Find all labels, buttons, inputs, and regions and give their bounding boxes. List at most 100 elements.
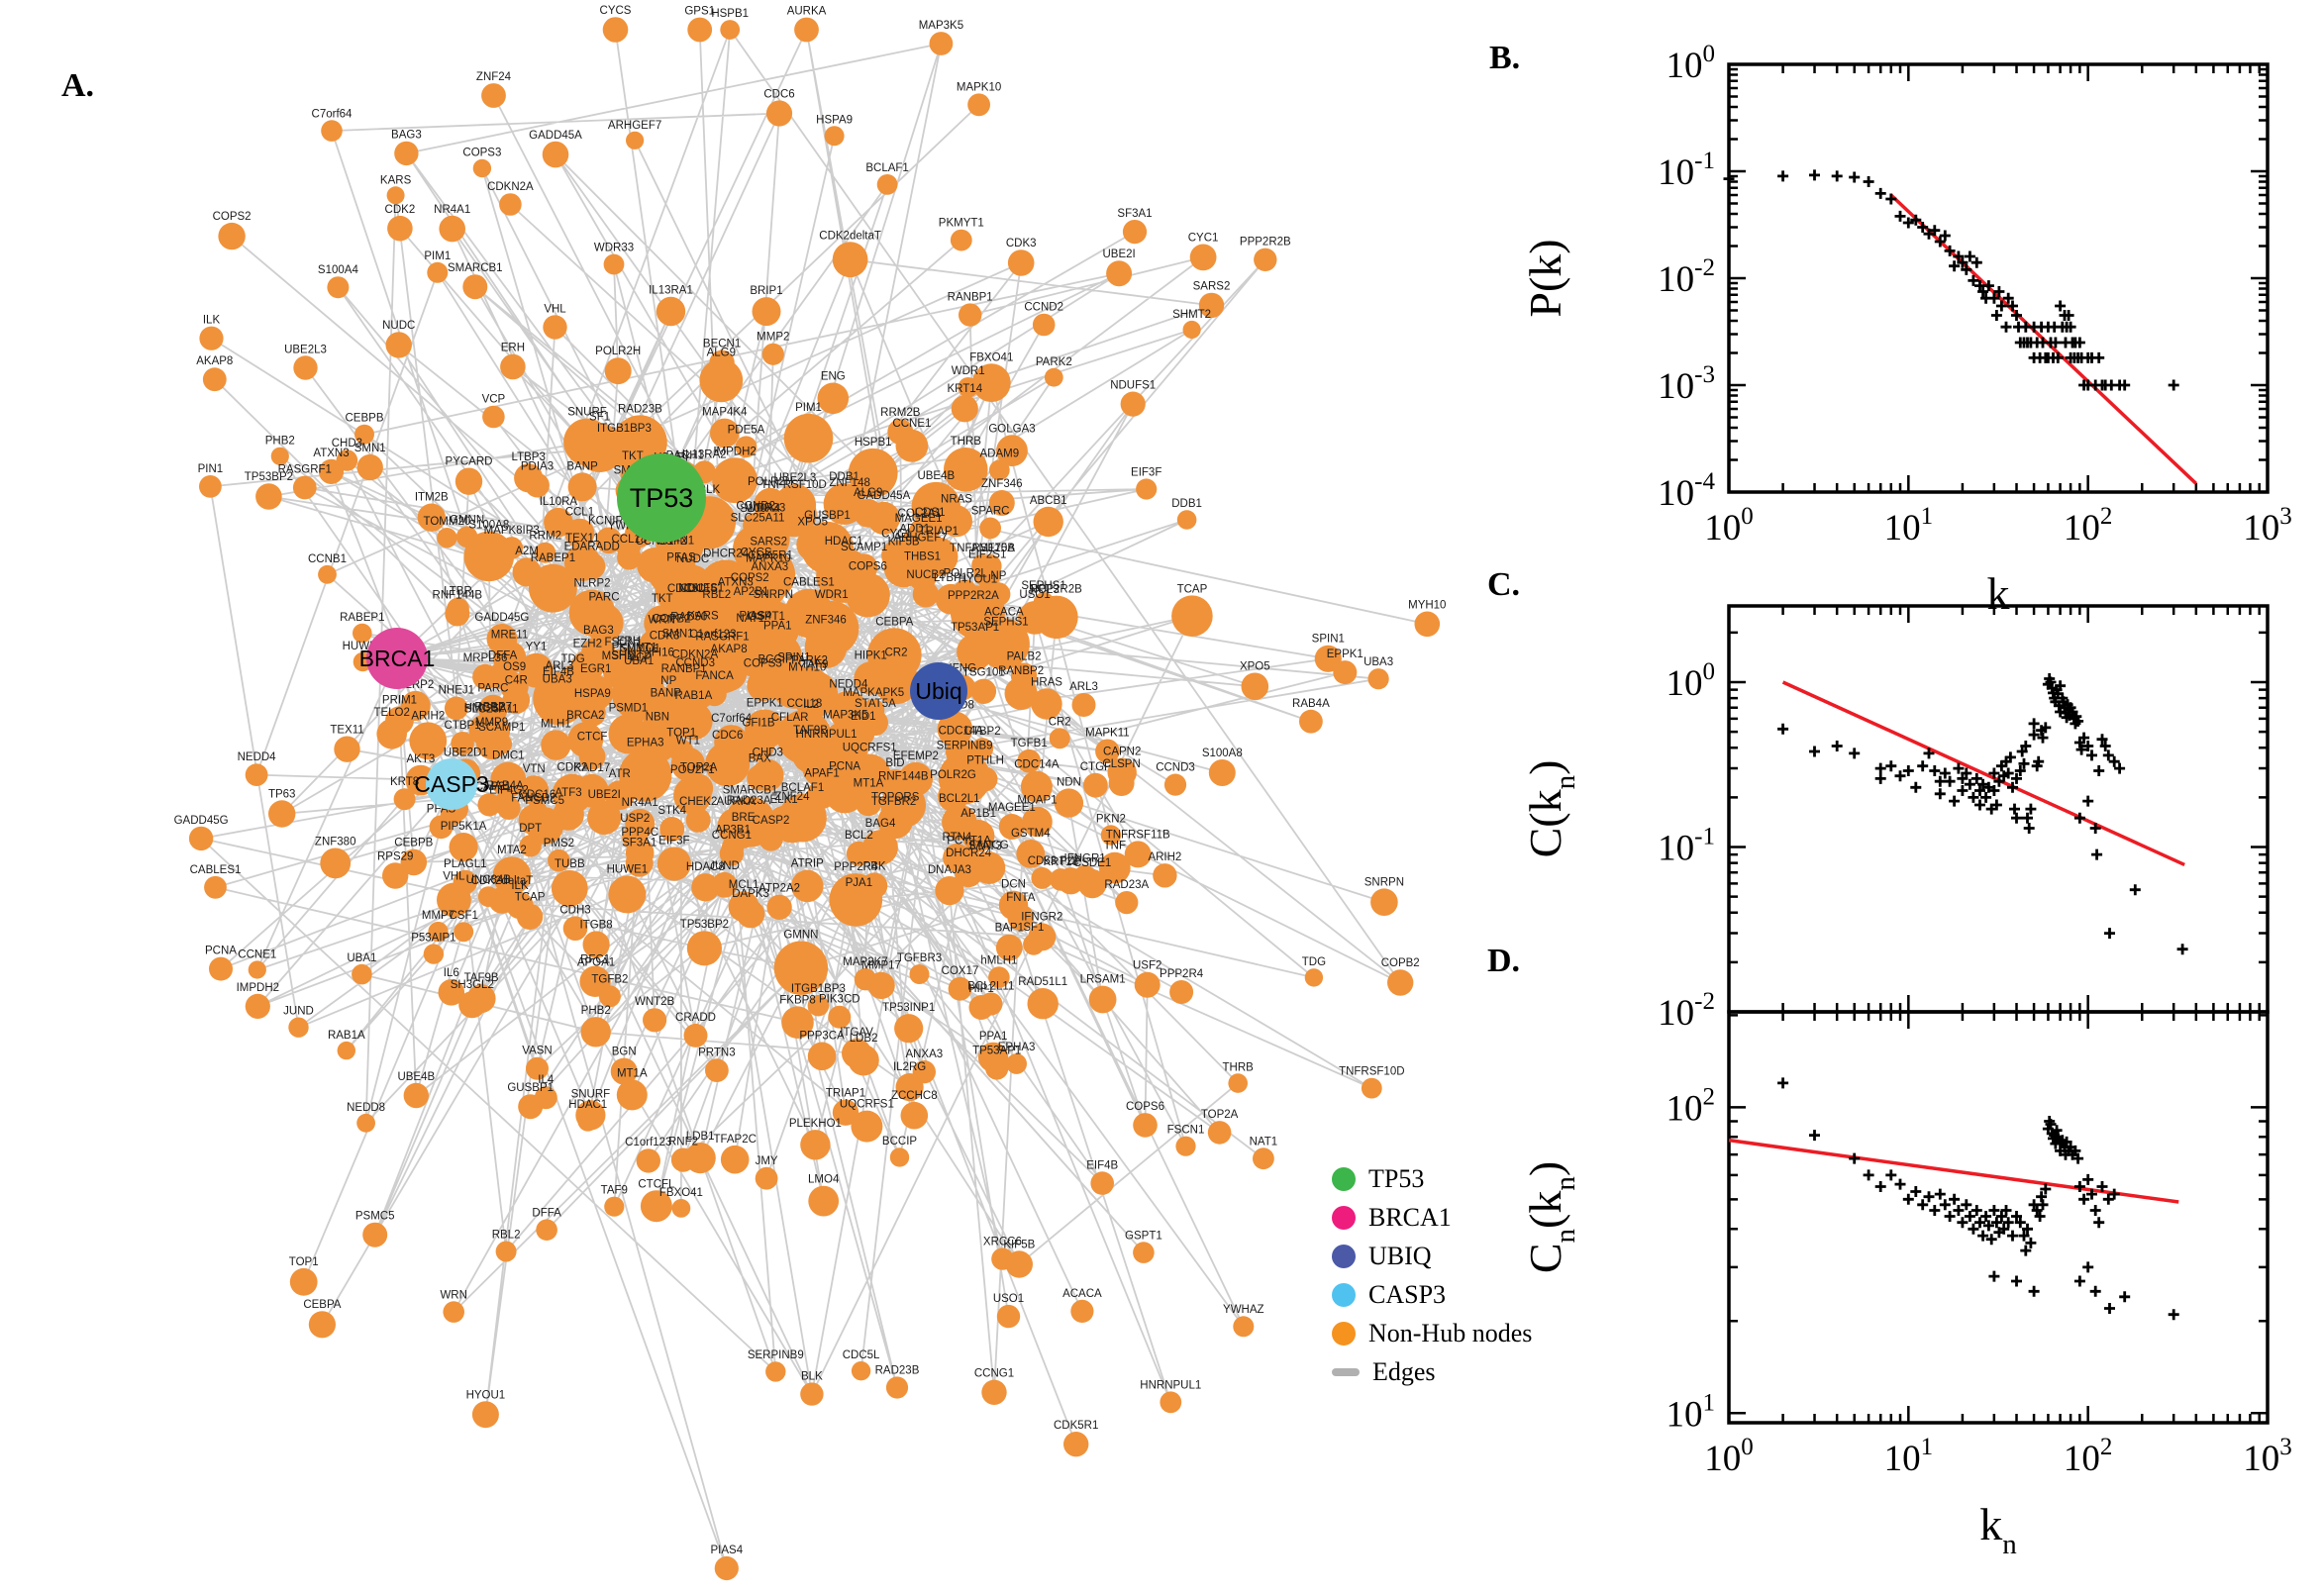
network-node[interactable]: [1171, 595, 1213, 637]
network-node[interactable]: [354, 424, 374, 445]
network-node[interactable]: [807, 1042, 837, 1071]
network-node[interactable]: [616, 1079, 648, 1111]
network-node[interactable]: [753, 561, 788, 597]
network-node[interactable]: [848, 448, 898, 498]
network-node[interactable]: [867, 971, 895, 1000]
network-node[interactable]: [937, 711, 973, 748]
network-node[interactable]: [1169, 980, 1194, 1004]
network-node[interactable]: [393, 788, 416, 811]
network-node[interactable]: [824, 772, 865, 814]
network-node[interactable]: [1414, 611, 1441, 638]
network-node[interactable]: [862, 698, 885, 722]
network-node[interactable]: [526, 1056, 549, 1080]
network-node[interactable]: [1233, 1316, 1255, 1338]
network-node[interactable]: [209, 956, 233, 981]
network-node[interactable]: [683, 1023, 708, 1047]
network-node[interactable]: [604, 357, 632, 385]
network-node[interactable]: [1073, 864, 1096, 888]
network-node[interactable]: [680, 669, 710, 699]
network-node[interactable]: [1071, 693, 1096, 717]
network-node[interactable]: [462, 274, 488, 300]
network-node[interactable]: [851, 1110, 883, 1143]
network-node[interactable]: [643, 1008, 667, 1033]
network-node[interactable]: [948, 976, 972, 1001]
network-node[interactable]: [548, 848, 570, 872]
network-node[interactable]: [519, 835, 542, 857]
network-node[interactable]: [747, 764, 773, 791]
network-node[interactable]: [584, 603, 624, 643]
network-node[interactable]: [737, 597, 765, 627]
network-node[interactable]: [685, 807, 711, 833]
network-node[interactable]: [270, 447, 289, 465]
network-node[interactable]: [1120, 391, 1146, 417]
network-node[interactable]: [781, 1006, 814, 1039]
network-node[interactable]: [1007, 249, 1035, 276]
network-node[interactable]: [490, 761, 527, 798]
network-node[interactable]: [638, 723, 677, 763]
network-node[interactable]: [478, 694, 508, 725]
network-node[interactable]: [1044, 367, 1063, 387]
network-node[interactable]: [1133, 1242, 1155, 1263]
network-node[interactable]: [938, 780, 968, 812]
network-node[interactable]: [800, 1382, 824, 1406]
network-node[interactable]: [471, 1401, 499, 1429]
network-node[interactable]: [245, 763, 268, 786]
network-node[interactable]: [1100, 825, 1122, 846]
network-node[interactable]: [728, 622, 783, 677]
network-node[interactable]: [794, 17, 819, 43]
network-node[interactable]: [988, 966, 1010, 988]
network-node[interactable]: [1106, 260, 1133, 287]
network-node[interactable]: [1049, 728, 1070, 749]
network-node[interactable]: [808, 1185, 840, 1217]
network-node[interactable]: [356, 453, 383, 481]
network-node[interactable]: [686, 931, 723, 966]
network-node[interactable]: [1017, 748, 1042, 773]
network-node[interactable]: [671, 1199, 691, 1218]
network-node[interactable]: [1304, 968, 1324, 987]
network-node[interactable]: [1198, 292, 1225, 319]
network-node[interactable]: [894, 1014, 924, 1044]
network-node[interactable]: [766, 894, 792, 920]
network-node[interactable]: [742, 729, 775, 761]
network-node[interactable]: [1367, 668, 1389, 690]
network-node[interactable]: [293, 355, 318, 380]
network-node[interactable]: [1241, 672, 1269, 701]
network-node[interactable]: [791, 670, 839, 718]
network-node[interactable]: [691, 873, 720, 902]
network-node[interactable]: [1134, 971, 1161, 998]
network-node[interactable]: [659, 817, 685, 842]
network-node[interactable]: [578, 743, 606, 770]
network-node[interactable]: [824, 126, 845, 147]
network-node[interactable]: [971, 363, 1011, 403]
network-node[interactable]: [752, 297, 781, 327]
network-node[interactable]: [543, 315, 567, 340]
network-node[interactable]: [427, 261, 449, 283]
network-node[interactable]: [971, 738, 994, 760]
network-node[interactable]: [199, 475, 222, 498]
network-node[interactable]: [765, 1361, 786, 1382]
network-node[interactable]: [382, 862, 409, 889]
network-node[interactable]: [567, 472, 597, 502]
network-node[interactable]: [1033, 506, 1063, 538]
network-node[interactable]: [973, 560, 1001, 588]
network-node[interactable]: [255, 483, 282, 510]
network-node[interactable]: [626, 131, 645, 150]
network-node[interactable]: [829, 690, 868, 730]
network-node[interactable]: [1095, 739, 1120, 764]
network-node[interactable]: [445, 601, 470, 627]
network-node[interactable]: [728, 891, 759, 923]
network-node[interactable]: [1163, 773, 1187, 796]
network-node[interactable]: [1228, 1073, 1248, 1093]
network-node[interactable]: [394, 141, 419, 166]
network-node[interactable]: [1208, 759, 1236, 786]
network-node[interactable]: [583, 968, 609, 993]
network-node[interactable]: [385, 332, 412, 358]
network-node[interactable]: [289, 1267, 318, 1296]
network-node[interactable]: [574, 773, 609, 808]
network-node[interactable]: [334, 736, 360, 762]
network-node[interactable]: [1124, 841, 1152, 868]
network-node[interactable]: [1361, 1077, 1382, 1099]
network-node[interactable]: [670, 747, 706, 782]
network-node[interactable]: [705, 742, 751, 787]
network-node[interactable]: [449, 833, 478, 862]
